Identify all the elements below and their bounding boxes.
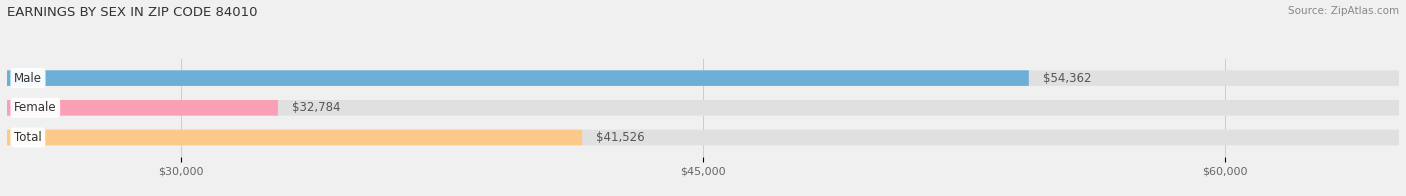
FancyBboxPatch shape bbox=[7, 100, 1399, 116]
FancyBboxPatch shape bbox=[7, 100, 278, 116]
Text: Female: Female bbox=[14, 101, 56, 114]
FancyBboxPatch shape bbox=[7, 130, 582, 145]
Text: $32,784: $32,784 bbox=[292, 101, 340, 114]
Text: Male: Male bbox=[14, 72, 42, 85]
Text: $41,526: $41,526 bbox=[596, 131, 645, 144]
FancyBboxPatch shape bbox=[7, 70, 1029, 86]
Text: Source: ZipAtlas.com: Source: ZipAtlas.com bbox=[1288, 6, 1399, 16]
FancyBboxPatch shape bbox=[7, 130, 1399, 145]
Text: EARNINGS BY SEX IN ZIP CODE 84010: EARNINGS BY SEX IN ZIP CODE 84010 bbox=[7, 6, 257, 19]
Text: Total: Total bbox=[14, 131, 42, 144]
Text: $54,362: $54,362 bbox=[1043, 72, 1091, 85]
FancyBboxPatch shape bbox=[7, 70, 1399, 86]
